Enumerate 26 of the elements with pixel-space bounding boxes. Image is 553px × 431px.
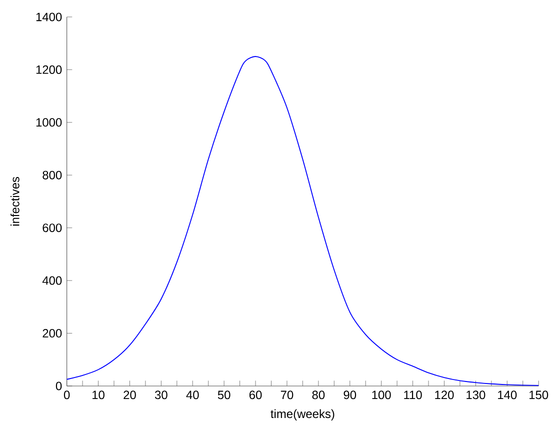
x-tick-label: 130: [466, 390, 486, 400]
x-tick-label: 100: [372, 390, 391, 400]
x-tick-label: 120: [435, 390, 454, 400]
x-tick-label: 110: [404, 390, 422, 400]
x-tick-label: 20: [124, 390, 136, 400]
x-axis-title: time(weeks): [270, 409, 334, 421]
y-tick-label: 1400: [36, 12, 62, 22]
x-tick-label: 150: [530, 390, 548, 400]
x-tick-label: 80: [312, 390, 325, 400]
y-tick-label: 800: [42, 170, 62, 180]
y-tick-label: 200: [42, 329, 62, 338]
x-tick-label: 30: [154, 390, 168, 400]
y-tick-label: 400: [42, 276, 62, 285]
y-tick-label: 1000: [36, 118, 62, 127]
x-tick-label: 50: [218, 390, 230, 400]
x-tick-label: 10: [92, 390, 104, 400]
x-tick-label: 90: [344, 390, 356, 400]
y-tick-label: 600: [42, 224, 62, 232]
x-tick-label: 0: [64, 390, 70, 400]
y-tick-label: 0: [56, 382, 62, 390]
x-tick-label: 70: [280, 390, 294, 400]
x-tick-label: 40: [186, 390, 199, 400]
y-tick-label: 1200: [36, 65, 62, 74]
x-tick-label: 140: [498, 390, 517, 400]
y-axis-title: infectives: [10, 177, 20, 226]
x-tick-label: 60: [249, 390, 262, 400]
